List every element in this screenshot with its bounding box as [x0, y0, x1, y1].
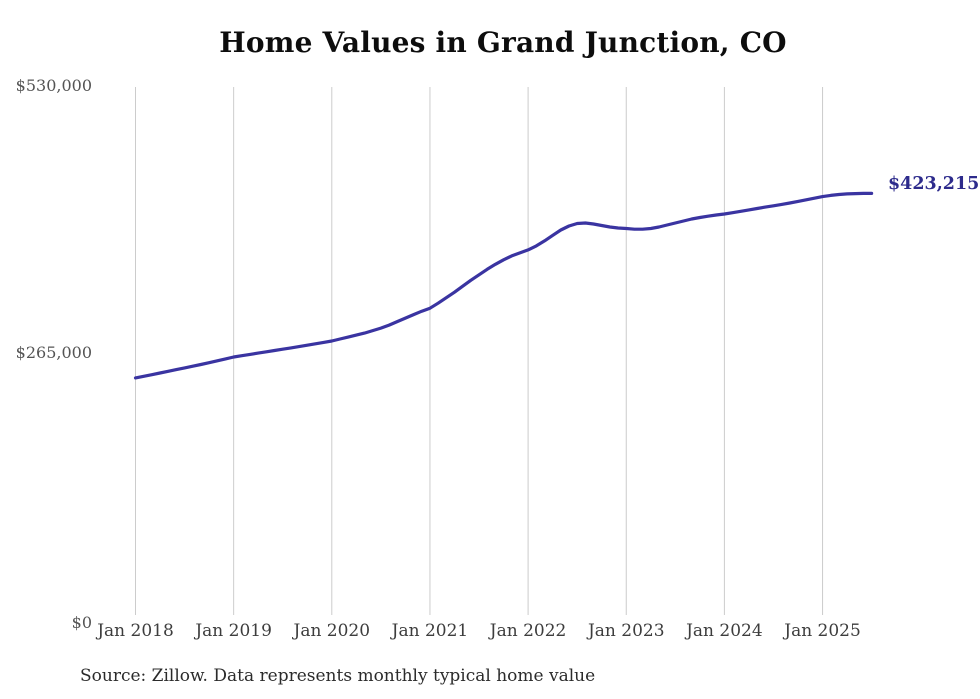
y-axis-label-0: $0 [71, 613, 92, 632]
y-axis-label-530000: $530,000 [15, 76, 92, 95]
x-axis-tick-jan-2021: Jan 2021 [391, 621, 469, 641]
x-axis-tick-jan-2023: Jan 2023 [587, 621, 665, 641]
x-axis-tick-jan-2018: Jan 2018 [97, 621, 174, 641]
chart-title: Home Values in Grand Junction, CO [219, 26, 787, 59]
x-axis-tick-jan-2024: Jan 2024 [686, 621, 763, 641]
latest-value-label: $423,215 [888, 174, 980, 194]
y-axis-label-265000: $265,000 [15, 343, 92, 362]
x-axis-tick-jan-2022: Jan 2022 [489, 621, 567, 641]
x-axis-tick-jan-2019: Jan 2019 [195, 621, 272, 641]
x-axis-tick-jan-2025: Jan 2025 [784, 621, 861, 641]
source-note: Source: Zillow. Data represents monthly … [80, 666, 596, 686]
x-axis-tick-jan-2020: Jan 2020 [293, 621, 371, 641]
home-value-line [133, 191, 874, 380]
